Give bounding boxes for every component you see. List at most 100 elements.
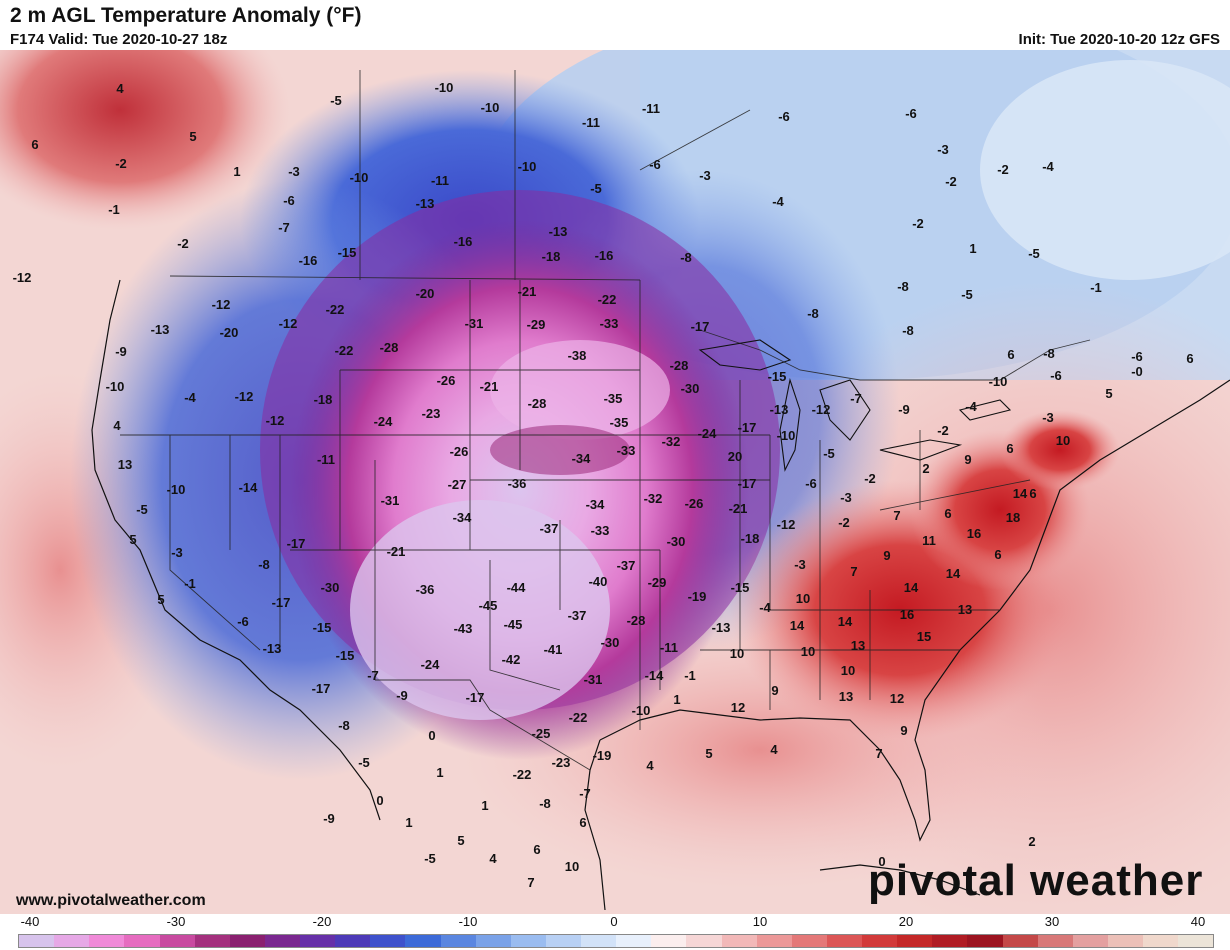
anomaly-label: -3 <box>288 164 300 179</box>
anomaly-label: -28 <box>627 613 646 628</box>
colorbar-swatch <box>300 935 336 947</box>
anomaly-label: -13 <box>263 641 282 656</box>
anomaly-label: -29 <box>527 317 546 332</box>
anomaly-label: -3 <box>171 545 183 560</box>
anomaly-label: -24 <box>374 414 394 429</box>
anomaly-label: -17 <box>738 420 757 435</box>
colorbar-swatch <box>1178 935 1214 947</box>
anomaly-label: -16 <box>299 253 318 268</box>
anomaly-label: -43 <box>454 621 473 636</box>
colorbar-swatch <box>1143 935 1179 947</box>
anomaly-label: -34 <box>453 510 473 525</box>
anomaly-label: -20 <box>416 286 435 301</box>
anomaly-label: -31 <box>381 493 400 508</box>
anomaly-label: 5 <box>457 833 464 848</box>
anomaly-label: -6 <box>805 476 817 491</box>
anomaly-label: 15 <box>917 629 931 644</box>
anomaly-label: -8 <box>258 557 270 572</box>
colorbar-swatch <box>756 935 792 947</box>
anomaly-label: -30 <box>321 580 340 595</box>
anomaly-label: -0 <box>1131 364 1143 379</box>
anomaly-label: -10 <box>106 379 125 394</box>
anomaly-label: -18 <box>542 249 561 264</box>
colorbar-tick-label: 20 <box>898 914 914 929</box>
colorbar-swatch <box>897 935 933 947</box>
anomaly-label: -8 <box>902 323 914 338</box>
anomaly-label: -8 <box>1043 346 1055 361</box>
anomaly-label: -7 <box>579 786 591 801</box>
anomaly-label: -23 <box>552 755 571 770</box>
anomaly-map[interactable]: 4 6 5 -5 -10 -10 -11 -11 -2 1 -3 -10 -11 -10 -6 -3 -6 -5-… <box>0 50 1230 914</box>
anomaly-label: 1 <box>481 798 488 813</box>
colorbar-swatch <box>791 935 827 947</box>
anomaly-label: 10 <box>801 644 815 659</box>
anomaly-label: -15 <box>768 369 787 384</box>
anomaly-label: -6 <box>1050 368 1062 383</box>
anomaly-label: -35 <box>604 391 623 406</box>
anomaly-label: 5 <box>189 129 196 144</box>
anomaly-label: -12 <box>777 517 796 532</box>
anomaly-label: 6 <box>1029 486 1036 501</box>
anomaly-label: -12 <box>266 413 285 428</box>
anomaly-label: -27 <box>448 477 467 492</box>
anomaly-label: -13 <box>416 196 435 211</box>
anomaly-label: 10 <box>1056 433 1070 448</box>
anomaly-label: -2 <box>177 236 189 251</box>
anomaly-label: 7 <box>850 564 857 579</box>
anomaly-label: -10 <box>777 428 796 443</box>
great-lakes <box>698 339 1012 472</box>
colorbar-tick-label: -40 <box>20 914 40 929</box>
colorbar-swatch <box>229 935 265 947</box>
anomaly-label: -2 <box>864 471 876 486</box>
anomaly-label: 16 <box>900 607 914 622</box>
anomaly-label: -17 <box>312 681 331 696</box>
anomaly-label: 5 <box>129 532 136 547</box>
anomaly-label: -14 <box>645 668 665 683</box>
anomaly-label: -12 <box>13 270 32 285</box>
anomaly-label: -33 <box>600 316 619 331</box>
anomaly-label: -1 <box>1090 280 1102 295</box>
anomaly-label: -21 <box>729 501 748 516</box>
anomaly-label: -4 <box>1042 159 1054 174</box>
anomaly-label: -4 <box>965 399 977 414</box>
map-header: 2 m AGL Temperature Anomaly (°F) F174 Va… <box>0 0 1230 50</box>
anomaly-label: 10 <box>565 859 579 874</box>
anomaly-label: -36 <box>508 476 527 491</box>
website-url[interactable]: www.pivotalweather.com <box>16 892 206 909</box>
anomaly-label: -33 <box>617 443 636 458</box>
anomaly-label: -11 <box>660 640 678 655</box>
anomaly-label: -2 <box>945 174 957 189</box>
anomaly-label: -40 <box>589 574 608 589</box>
anomaly-label: -22 <box>513 767 532 782</box>
anomaly-label: 2 <box>1028 834 1035 849</box>
map-canvas[interactable]: 465-5-10-10 -11-11-21 -3 -10 -11-10 -6-3-6-5-… <box>0 50 1230 914</box>
anomaly-label: -4 <box>772 194 784 209</box>
anomaly-label: -10 <box>632 703 651 718</box>
anomaly-label: 1 <box>436 765 443 780</box>
anomaly-label: 1 <box>673 692 680 707</box>
anomaly-label: -45 <box>479 598 498 613</box>
anomaly-label: -13 <box>770 402 789 417</box>
anomaly-label: 4 <box>489 851 497 866</box>
colorbar-tick-label: 40 <box>1190 914 1206 929</box>
anomaly-label: 10 <box>730 646 744 661</box>
anomaly-label: 14 <box>904 580 919 595</box>
colorbar-swatch <box>405 935 441 947</box>
anomaly-label: 13 <box>118 457 132 472</box>
anomaly-label: 6 <box>579 815 586 830</box>
anomaly-label: -33 <box>591 523 610 538</box>
anomaly-label: -11 <box>642 101 660 116</box>
anomaly-label: -4 <box>184 390 196 405</box>
anomaly-label: -12 <box>279 316 298 331</box>
anomaly-label: -19 <box>593 748 612 763</box>
anomaly-label: -7 <box>850 391 862 406</box>
anomaly-label: -26 <box>437 373 456 388</box>
anomaly-label: 5 <box>157 592 164 607</box>
anomaly-label: -6 <box>237 614 249 629</box>
anomaly-label: -10 <box>435 80 454 95</box>
anomaly-label: 10 <box>841 663 855 678</box>
anomaly-label: -8 <box>338 718 350 733</box>
colorbar-swatch <box>370 935 406 947</box>
colorbar-swatch <box>124 935 160 947</box>
anomaly-label: 11 <box>922 533 936 548</box>
